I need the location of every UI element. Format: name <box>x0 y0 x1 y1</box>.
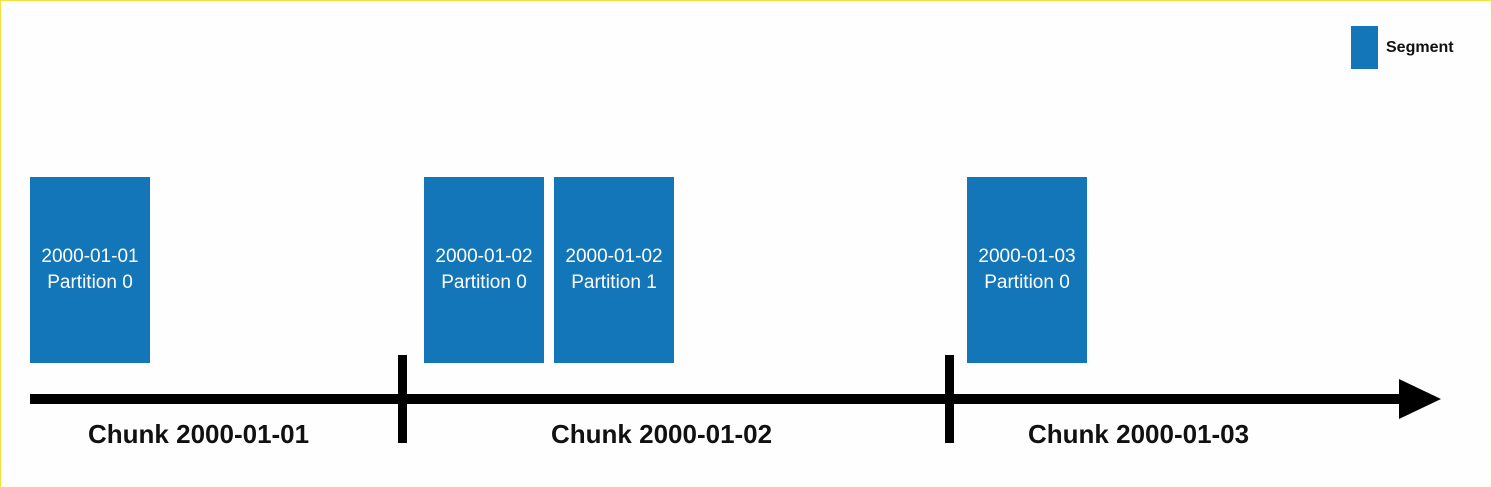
segment-partition: Partition 1 <box>571 270 657 296</box>
segment-partition: Partition 0 <box>441 270 527 296</box>
segment-partition: Partition 0 <box>984 270 1070 296</box>
chunk-label: Chunk 2000-01-02 <box>551 419 772 450</box>
segment-date: 2000-01-02 <box>435 244 532 270</box>
segment-partition: Partition 0 <box>47 270 133 296</box>
segment-block: 2000-01-01 Partition 0 <box>30 177 150 363</box>
legend-swatch <box>1351 26 1378 69</box>
legend: Segment <box>1351 26 1454 69</box>
chunk-label: Chunk 2000-01-01 <box>88 419 309 450</box>
legend-label: Segment <box>1386 39 1454 57</box>
segment-date: 2000-01-03 <box>978 244 1075 270</box>
segment-date: 2000-01-02 <box>565 244 662 270</box>
chunk-divider <box>398 355 407 443</box>
segment-block: 2000-01-02 Partition 1 <box>554 177 674 363</box>
segment-block: 2000-01-02 Partition 0 <box>424 177 544 363</box>
timeline-axis <box>30 394 1405 404</box>
segment-block: 2000-01-03 Partition 0 <box>967 177 1087 363</box>
segment-date: 2000-01-01 <box>41 244 138 270</box>
chunk-label: Chunk 2000-01-03 <box>1028 419 1249 450</box>
chunk-divider <box>945 355 954 443</box>
arrow-right-icon <box>1399 379 1441 419</box>
